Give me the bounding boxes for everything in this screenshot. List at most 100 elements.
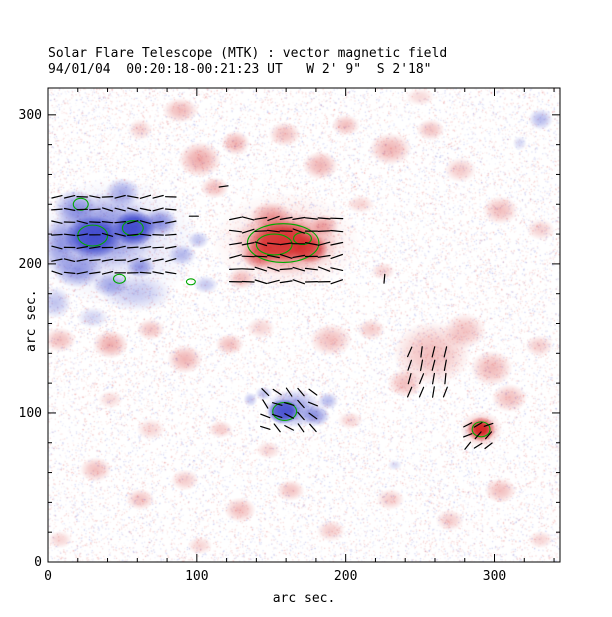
vector-segment [165,258,177,263]
vector-segment [292,216,306,220]
vector-segment [229,229,242,233]
vector-segment [267,215,280,221]
vector-segment [304,217,318,220]
vector-segment [127,258,139,263]
vector-segment [229,216,242,221]
vector-segment [89,271,101,275]
vector-segment [152,194,164,199]
vector-segment [279,280,293,284]
vector-segment [484,442,493,450]
vector-segment [152,246,164,249]
vector-segment [139,207,152,212]
vector-segment [152,271,164,275]
vector-segment [307,401,318,407]
vector-segment [317,266,331,272]
vector-segment [139,246,152,249]
vector-segment [432,372,435,385]
vector-segment [127,207,139,212]
vector-segment [432,386,435,398]
vector-segment [260,413,271,419]
vector-segment [51,270,63,275]
vector-segment [254,255,268,258]
vector-segment [292,228,305,234]
contour-line [112,273,126,284]
contour-line [72,197,89,211]
x-tick-label: 0 [44,569,52,584]
plot-subtitle: 94/01/04 00:20:18-00:21:23 UT W 2' 9" S … [48,62,432,77]
vector-segment [267,229,280,233]
vector-segment [297,411,305,421]
vector-segment [114,232,126,237]
vector-segment [101,207,114,212]
vector-segment [317,217,331,220]
vector-segment [101,271,114,275]
vector-segment [254,241,268,247]
vector-segment [292,266,306,272]
vector-segment [284,413,294,419]
plot-frame [47,87,561,563]
vector-segment [127,195,139,199]
vector-segment [76,233,89,237]
vector-segment [383,273,386,284]
vector-segment [51,208,63,211]
vector-segment [407,346,413,358]
vector-segment [473,442,483,449]
vector-segment [407,386,413,398]
vector-segment [101,196,114,198]
vector-segment [254,230,268,232]
field-contours [72,197,491,438]
vector-segment [305,242,318,246]
vector-segment [165,220,177,224]
y-tick-label: 300 [19,108,42,123]
contour-line [471,421,491,438]
vector-segment [139,258,152,263]
vector-segment [473,422,483,428]
vector-segment [241,268,255,270]
vector-segment [127,233,139,236]
vector-segment [114,194,126,199]
vector-segment [272,413,283,418]
x-tick-label: 100 [185,569,208,584]
vector-segment [431,359,436,371]
vector-segment [229,242,242,246]
vector-segment [464,441,472,450]
vector-segment [254,216,268,220]
vector-segment [330,229,344,233]
vector-segment [254,279,268,285]
vector-segment [317,254,331,258]
vector-segment [63,207,76,211]
vector-segment [330,253,343,259]
vector-segment [101,232,114,237]
vector-segment [114,221,127,224]
vector-segment [165,271,177,275]
vector-segment [297,423,305,433]
vector-segment [267,254,280,259]
vector-segment [165,245,177,249]
vector-segment [76,220,88,224]
vector-segment [297,387,305,397]
vector-segment [51,220,63,224]
axis-ticks [47,88,560,563]
tick-labels: 0 100 200 300 0 100 200 300 [19,108,507,584]
vector-segment [317,230,331,232]
vector-segment [297,399,305,409]
vector-segment [51,195,63,199]
x-axis-label: arc sec. [272,591,336,606]
vector-segment [114,207,126,212]
magnetogram-canvas [48,88,560,562]
y-tick-label: 200 [19,257,42,272]
vector-segment [292,279,305,285]
x-tick-label: 200 [334,569,357,584]
vector-segment [139,233,152,237]
vector-segment [330,241,344,246]
contour-line [255,233,293,256]
vector-segment [51,258,63,262]
vector-segment [127,220,139,225]
vector-segment [407,373,412,385]
y-axis-label: arc sec. [24,289,39,352]
vector-segment [330,279,343,285]
vector-segment [260,425,271,430]
vector-segment [101,221,114,224]
vector-segment [139,220,152,225]
